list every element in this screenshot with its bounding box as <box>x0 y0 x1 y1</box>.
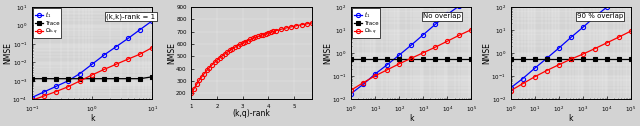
Text: No overlap: No overlap <box>423 13 461 20</box>
X-axis label: k: k <box>90 114 94 122</box>
X-axis label: (k,q)-rank: (k,q)-rank <box>233 109 271 118</box>
X-axis label: k: k <box>568 114 573 122</box>
Y-axis label: NMSE: NMSE <box>483 42 492 64</box>
X-axis label: k: k <box>409 114 413 122</box>
Legend: $\ell_1$, Trace, $\Omega_{k,q}$: $\ell_1$, Trace, $\Omega_{k,q}$ <box>352 8 380 38</box>
Y-axis label: NMSE: NMSE <box>323 42 332 64</box>
Legend: $\ell_1$, Trace, $\Omega_{k,q}$: $\ell_1$, Trace, $\Omega_{k,q}$ <box>33 8 61 38</box>
Text: (k,k)-rank = 1: (k,k)-rank = 1 <box>106 13 156 20</box>
Y-axis label: NMSE: NMSE <box>3 42 12 64</box>
Y-axis label: NMSE: NMSE <box>167 42 176 64</box>
Text: 90 % overlap: 90 % overlap <box>577 13 623 20</box>
